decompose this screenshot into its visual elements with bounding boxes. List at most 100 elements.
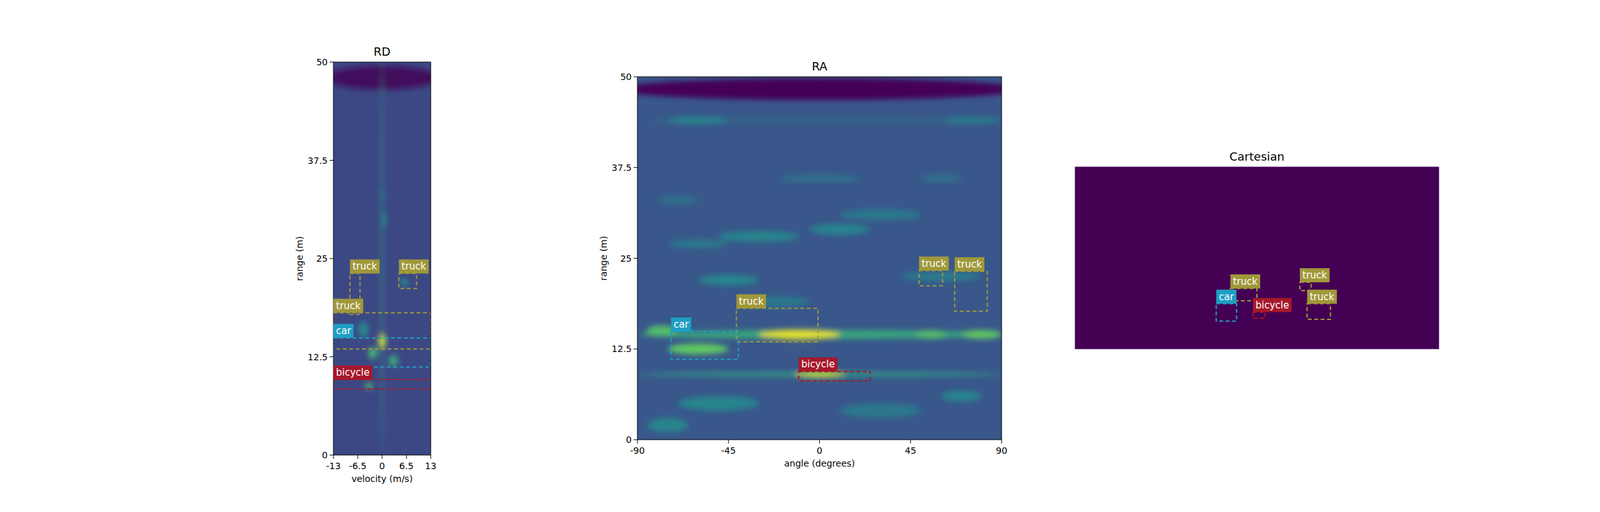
heatmap-spot [378,333,386,350]
box-label-text: truck [352,260,378,272]
x-tick [910,439,911,444]
y-tick [329,160,334,161]
heatmap-spot [382,211,386,228]
heatmap-background [637,76,1002,440]
box-label-bg [350,259,381,274]
y-tick [633,257,638,259]
box-label: bicycle [333,365,372,380]
y-tick [329,356,334,358]
box-label-text: truck [1233,275,1259,288]
y-tick [633,439,638,441]
heatmap-spot [900,272,982,281]
box-label: car [333,323,354,338]
panel: truckcarbicycletrucktruckRA-90-450459001… [598,59,1023,469]
heatmap-spot [647,417,688,433]
heatmap-spot [940,390,982,402]
x-tick-label: -6.5 [348,460,367,472]
box-label-bg [1299,268,1330,283]
box-label-text: truck [1309,291,1335,303]
box-label-bg [1230,274,1261,289]
heatmap-spot [809,224,871,235]
y-tick [329,455,334,456]
box-label: truck [919,256,950,271]
detection-box [1253,312,1266,319]
x-tick [333,455,335,459]
box-label-bg [736,294,767,309]
plot-area [1075,167,1439,349]
heatmap-spot [940,117,1002,124]
box-label-bg [398,259,429,274]
heatmap-spot [381,62,383,456]
box-label-text: truck [336,300,361,312]
heatmap-spot [759,329,840,340]
box-label-bg [333,365,372,380]
box-label-text: truck [957,258,983,271]
heatmap-spot [778,174,860,182]
y-tick [633,167,638,168]
box-label: truck [954,257,985,272]
y-tick-label: 12.5 [307,352,328,363]
detection-box [333,379,431,390]
box-label: truck [736,294,767,309]
plot-frame [637,76,1002,440]
y-tick-label: 25 [316,253,328,264]
box-label-bg [1306,289,1337,304]
detection-box [670,331,738,360]
x-tick-label: 6.5 [399,460,414,472]
detection-box [1216,304,1237,322]
x-tick [728,439,729,444]
box-label-text: truck [739,295,765,308]
x-tick-label: -45 [721,445,736,456]
x-axis-label: velocity (m/s) [351,473,413,484]
detection-box [798,371,871,381]
y-tick-label: 0 [625,434,632,445]
heatmap-spot [667,117,729,124]
x-tick [637,439,639,444]
box-label-text: bicycle [801,358,835,370]
box-label: truck [1299,268,1330,283]
y-tick-label: 50 [316,56,328,68]
x-tick-label: 90 [995,445,1008,456]
heatmap-spot [920,174,962,182]
heatmap-spot [915,330,946,340]
box-label-text: car [1218,291,1234,303]
detection-box [1306,304,1330,320]
detection-box [736,308,818,342]
title: RD [373,44,391,59]
box-label: truck [1306,289,1337,304]
x-tick [382,455,383,459]
panel: truckcarbicycletrucktruckCartesian [1075,149,1439,349]
box-label: truck [398,259,429,274]
heatmap-spot [698,274,760,286]
y-tick-label: 50 [620,71,632,82]
plot-area [637,76,1002,440]
x-tick [1001,439,1003,444]
x-tick [430,455,432,459]
heatmap-spot [637,78,1002,100]
y-tick-label: 0 [321,449,328,461]
heatmap-spot [961,330,1002,340]
box-label-bg [670,317,692,332]
box-label: truck [1230,274,1261,289]
plot-frame [333,62,431,456]
box-label: car [1216,289,1237,304]
x-tick-label: -90 [630,445,646,456]
panel: trucktrucktruckcarbicycleRD-13-6.506.513… [294,44,439,484]
x-tick-label: 0 [816,445,823,456]
box-label-text: truck [401,260,427,272]
box-label: car [670,317,692,332]
heatmap-spots [333,62,431,456]
figure: trucktrucktruckcarbicycleRD-13-6.506.513… [0,0,1600,512]
box-label-bg [1216,289,1237,304]
box-label-bg [1253,298,1292,313]
heatmap-spot [365,382,374,390]
box-label: bicycle [1253,298,1292,313]
y-tick-label: 12.5 [611,343,632,354]
x-tick [357,455,359,459]
detection-box [1299,282,1312,291]
y-tick [633,348,638,350]
box-label: truck [333,298,364,313]
title: RA [811,59,828,73]
y-tick-label: 37.5 [307,155,328,166]
y-tick [329,62,334,63]
